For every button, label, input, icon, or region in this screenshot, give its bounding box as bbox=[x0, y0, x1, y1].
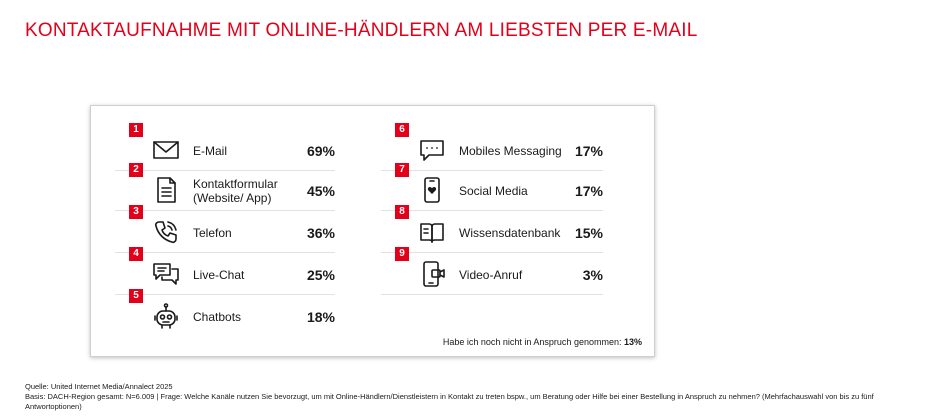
chat-bubbles-icon bbox=[151, 259, 181, 289]
list-item: 2 Kontaktformular (Website/ App) 45% bbox=[91, 163, 335, 211]
row-divider bbox=[381, 170, 603, 171]
row-divider bbox=[115, 252, 335, 253]
rank-badge: 5 bbox=[129, 289, 143, 303]
rank-badge: 4 bbox=[129, 247, 143, 261]
document-icon bbox=[151, 175, 181, 205]
item-value: 25% bbox=[306, 267, 335, 283]
phone-icon bbox=[151, 217, 181, 247]
item-label: Chatbots bbox=[193, 310, 242, 324]
item-label: Social Media bbox=[459, 184, 528, 198]
rank-badge: 1 bbox=[129, 123, 143, 137]
envelope-icon bbox=[151, 135, 181, 165]
source-line: Quelle: United Internet Media/Annalect 2… bbox=[25, 382, 173, 391]
row-divider bbox=[115, 210, 335, 211]
list-item: 7 Social Media 17% bbox=[357, 163, 603, 211]
message-bubble-icon bbox=[417, 135, 447, 165]
row-divider bbox=[381, 252, 603, 253]
item-label: Wissensdatenbank bbox=[459, 226, 561, 240]
item-value: 18% bbox=[306, 309, 335, 325]
smartphone-heart-icon bbox=[417, 175, 447, 205]
open-book-icon bbox=[417, 217, 447, 247]
rank-badge: 3 bbox=[129, 205, 143, 219]
footnote: Habe ich noch nicht in Anspruch genommen… bbox=[443, 337, 642, 347]
chart-title: KONTAKTAUFNAHME MIT ONLINE-HÄNDLERN AM L… bbox=[25, 20, 698, 41]
item-value: 45% bbox=[306, 183, 335, 199]
results-card: 1 E-Mail 69% 2 Kontaktformular (Website/ App… bbox=[90, 105, 655, 357]
video-call-icon bbox=[417, 259, 447, 289]
rank-badge: 9 bbox=[395, 247, 409, 261]
list-item: 5 Chatbots 18% bbox=[91, 289, 335, 337]
list-item: 9 Video-Anruf 3% bbox=[357, 247, 603, 295]
list-item: 4 Live-Chat 25% bbox=[91, 247, 335, 295]
item-value: 17% bbox=[574, 183, 603, 199]
item-label: E-Mail bbox=[193, 144, 228, 158]
list-item: 6 Mobiles Messaging 17% bbox=[357, 123, 603, 171]
row-divider bbox=[381, 294, 603, 295]
basis-line: Basis: DACH-Region gesamt: N=6.009 | Fra… bbox=[25, 392, 874, 411]
item-value: 15% bbox=[574, 225, 603, 241]
list-item: 3 Telefon 36% bbox=[91, 205, 335, 253]
item-label: Live-Chat bbox=[193, 268, 245, 282]
item-value: 17% bbox=[574, 143, 603, 159]
footnote-label: Habe ich noch nicht in Anspruch genommen… bbox=[442, 337, 622, 347]
rank-badge: 6 bbox=[395, 123, 409, 137]
row-divider bbox=[115, 170, 335, 171]
list-item: 8 Wissensdatenbank 15% bbox=[357, 205, 603, 253]
rank-badge: 7 bbox=[395, 163, 409, 177]
source-note: Quelle: United Internet Media/Annalect 2… bbox=[25, 382, 905, 412]
rank-badge: 8 bbox=[395, 205, 409, 219]
row-divider bbox=[381, 210, 603, 211]
item-label: Kontaktformular (Website/ App) bbox=[193, 177, 278, 205]
rank-badge: 2 bbox=[129, 163, 143, 177]
footnote-value: 13% bbox=[623, 337, 642, 347]
item-label: Telefon bbox=[193, 226, 232, 240]
item-label: Video-Anruf bbox=[459, 268, 523, 282]
robot-icon bbox=[151, 301, 181, 331]
item-value: 69% bbox=[306, 143, 335, 159]
item-label: Mobiles Messaging bbox=[459, 144, 562, 158]
item-value: 36% bbox=[306, 225, 335, 241]
list-item: 1 E-Mail 69% bbox=[91, 123, 335, 171]
row-divider bbox=[115, 294, 335, 295]
item-value: 3% bbox=[582, 267, 603, 283]
